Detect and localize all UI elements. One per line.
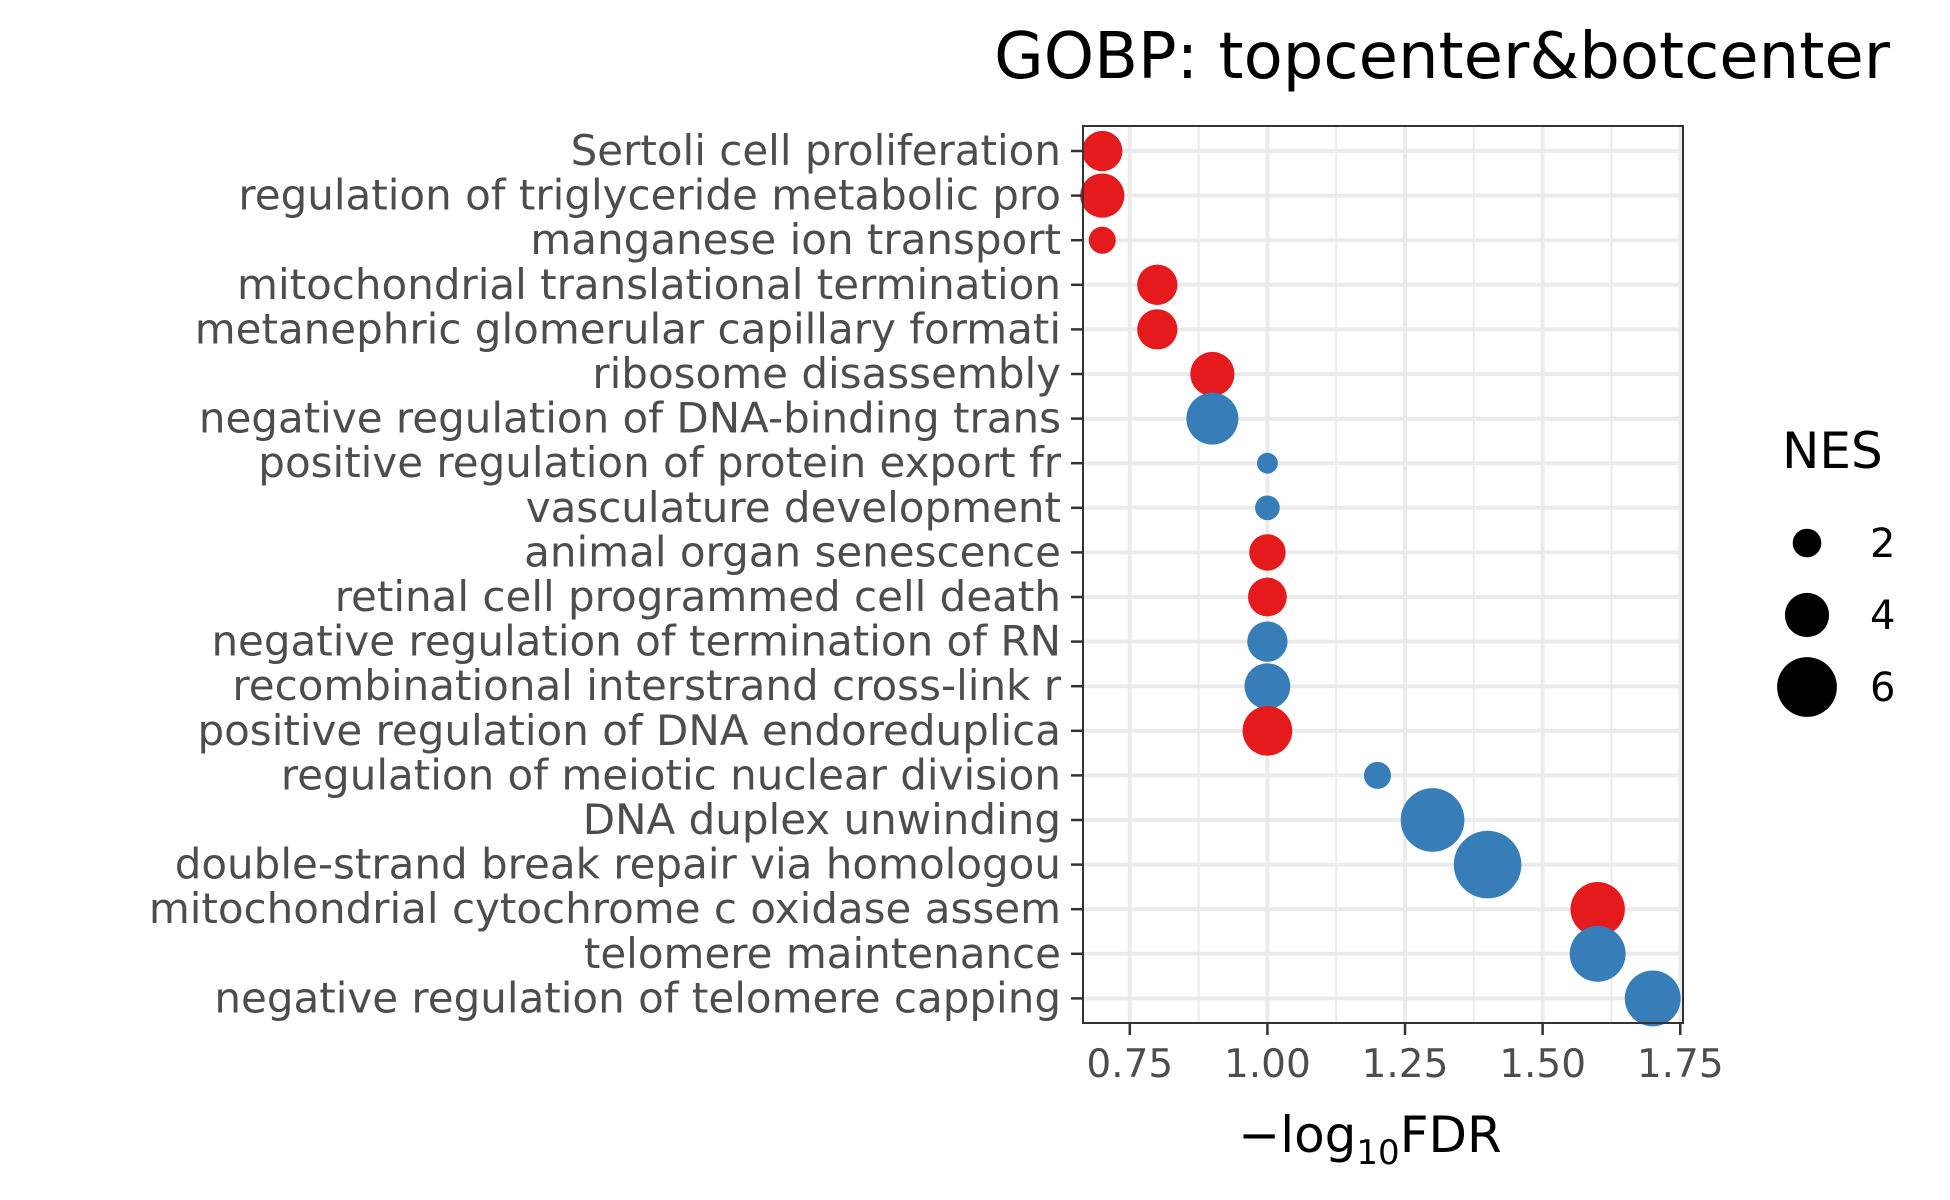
y-tick-label: regulation of triglyceride metabolic pro [238,171,1061,220]
legend-label: 6 [1870,665,1895,711]
data-point [1242,705,1293,756]
panel-border [1082,125,1684,1024]
legend-label: 4 [1870,593,1895,639]
x-axis-title-suffix: FDR [1400,1106,1502,1164]
chart-title: GOBP: topcenter&botcenter [994,20,1891,94]
data-point [1248,577,1287,617]
y-tick-label: regulation of meiotic nuclear division [281,750,1061,799]
data-point [1570,882,1625,937]
y-tick-label: double-strand break repair via homologou [175,840,1061,889]
y-tick-label: negative regulation of DNA-binding trans [199,394,1061,443]
y-tick-label: Sertoli cell proliferation [571,126,1061,175]
data-point [1453,830,1522,899]
y-tick-label: mitochondrial cytochrome c oxidase assem [149,884,1061,933]
y-tick-label: positive regulation of protein export fr [258,438,1061,487]
data-point [1247,621,1288,662]
legend-key [1792,528,1822,558]
legend-key [1784,592,1830,638]
x-axis-title: −log10FDR [1238,1106,1501,1173]
data-point [1088,226,1116,254]
y-tick-label: ribosome disassembly [592,349,1061,398]
data-point [1569,925,1626,982]
legend-label: 2 [1870,521,1895,567]
x-tick-label: 1.50 [1499,1042,1586,1087]
data-point [1363,761,1392,789]
data-point [1190,351,1235,397]
data-point [1080,173,1125,218]
y-tick-label: recombinational interstrand cross-link r [232,661,1061,710]
x-axis-title-subscript: 10 [1356,1133,1399,1173]
y-tick-label: vasculature development [526,483,1061,532]
y-tick-label: negative regulation of telomere capping [214,973,1061,1022]
data-point [1186,392,1239,445]
legend-key [1777,657,1837,717]
x-tick-label: 0.75 [1086,1042,1173,1087]
y-tick-label: positive regulation of DNA endoreduplica [197,706,1061,755]
x-axis-title-prefix: −log [1238,1106,1356,1164]
x-tick-label: 1.25 [1362,1042,1449,1087]
data-point [1249,534,1286,571]
y-tick-label: DNA duplex unwinding [583,795,1061,844]
data-point [1082,130,1123,172]
y-tick-label: mitochondrial translational termination [237,260,1061,309]
data-point [1137,309,1178,350]
y-tick-label: telomere maintenance [584,929,1061,978]
data-point [1400,788,1465,852]
y-tick-label: retinal cell programmed cell death [335,572,1061,621]
y-tick-label: metanephric glomerular capillary formati [195,304,1061,353]
data-point [1257,452,1278,474]
x-axis: 0.75 1.00 1.25 1.50 1.75 [1086,1023,1724,1087]
data-point [1244,663,1291,710]
y-tick-label: animal organ senescence [524,527,1061,576]
data-point [1137,264,1178,305]
data-point [1255,495,1280,521]
plot-panel [1080,125,1684,1027]
x-tick-label: 1.75 [1637,1042,1724,1087]
legend: NES 2 4 6 [1777,422,1895,717]
data-point [1624,970,1681,1027]
panel-background [1083,126,1683,1023]
legend-title: NES [1782,422,1883,480]
x-tick-label: 1.00 [1224,1042,1311,1087]
y-tick-label: negative regulation of termination of RN [211,617,1061,666]
y-tick-label: manganese ion transport [530,215,1061,264]
